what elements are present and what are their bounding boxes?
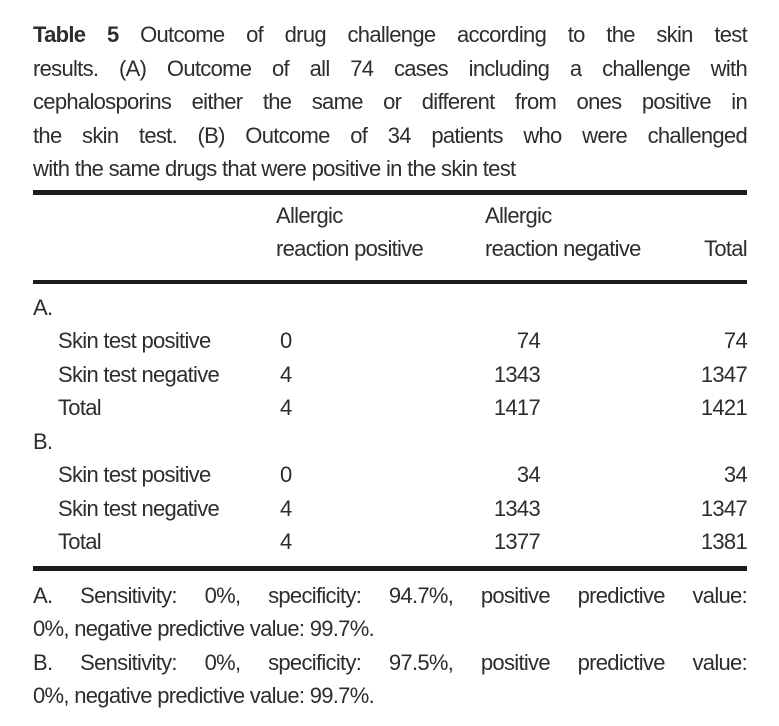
cell-reaction-negative: 1343 xyxy=(493,495,541,521)
table-row: Skin test negative 4 1343 1347 xyxy=(33,492,748,526)
cell-reaction-negative: 1377 xyxy=(493,529,541,554)
cell-total: 1347 xyxy=(700,495,748,521)
header-empty-cell xyxy=(33,199,276,266)
table-row: Total 4 1377 1381 xyxy=(33,525,748,559)
section-b-label: B. xyxy=(33,428,53,454)
table-header-rule xyxy=(33,279,747,284)
table-row: Total 4 1417 1421 xyxy=(33,391,748,425)
caption-line-1-text: Outcome of drug challenge according to t… xyxy=(140,22,748,47)
cell-reaction-negative: 1417 xyxy=(493,395,541,420)
caption-line-1: Table 5 Outcome of drug challenge accord… xyxy=(33,18,748,52)
table-row: Skin test negative 4 1343 1347 xyxy=(33,358,748,392)
section-a-header-row: A. xyxy=(33,291,747,325)
cell-total: 1347 xyxy=(700,361,748,387)
cell-reaction-positive: 4 xyxy=(280,395,292,420)
header-allergic-reaction-positive: Allergic reaction positive xyxy=(276,199,485,266)
row-label: Total xyxy=(58,395,102,420)
row-label: Skin test positive xyxy=(58,462,211,487)
caption-line-3: cephalosporins either the same or differ… xyxy=(33,89,748,114)
header-col2-line1: Allergic xyxy=(276,202,343,228)
row-label: Skin test positive xyxy=(58,328,211,353)
table-top-rule xyxy=(33,189,747,195)
header-col2-line2: reaction positive xyxy=(276,236,424,261)
cell-reaction-negative: 74 xyxy=(516,328,541,353)
caption-line-2: results. (A) Outcome of all 74 cases inc… xyxy=(33,55,748,81)
table-row: Skin test positive 0 34 34 xyxy=(33,458,748,492)
table-body: A. Skin test positive 0 74 74 Skin test … xyxy=(33,284,748,566)
header-total: Total xyxy=(704,236,748,261)
row-label: Total xyxy=(58,529,102,554)
paper-table-figure: Table 5 Outcome of drug challenge accord… xyxy=(33,18,748,713)
footnote-b-line-2: 0%, negative predictive value: 99.7%. xyxy=(33,683,375,708)
header-col3-line2: reaction negative xyxy=(485,236,641,261)
cell-total: 74 xyxy=(723,328,748,353)
cell-total: 1421 xyxy=(700,395,748,420)
table-bottom-rule xyxy=(33,565,747,571)
header-col3-line1: Allergic xyxy=(485,202,552,228)
table-footnotes: A. Sensitivity: 0%, specificity: 94.7%, … xyxy=(33,579,748,713)
cell-reaction-negative: 1343 xyxy=(493,361,541,387)
header-allergic-reaction-negative: Allergic reaction negative xyxy=(485,199,663,266)
footnote-b-line-1: B. Sensitivity: 0%, specificity: 97.5%, … xyxy=(33,649,748,675)
table-number-label: Table 5 xyxy=(33,22,119,47)
cell-reaction-positive: 4 xyxy=(280,529,292,554)
table-row: Skin test positive 0 74 74 xyxy=(33,324,748,358)
row-label: Skin test negative xyxy=(58,361,220,387)
cell-reaction-negative: 34 xyxy=(516,462,541,487)
footnote-a-line-1: A. Sensitivity: 0%, specificity: 94.7%, … xyxy=(33,582,748,608)
cell-total: 1381 xyxy=(700,529,748,554)
table-header-row: Allergic reaction positive Allergic reac… xyxy=(33,195,748,280)
caption-line-4: the skin test. (B) Outcome of 34 patient… xyxy=(33,122,748,148)
row-label: Skin test negative xyxy=(58,495,220,521)
cell-reaction-positive: 0 xyxy=(280,328,292,353)
section-a-label: A. xyxy=(33,294,53,320)
footnote-a-line-2: 0%, negative predictive value: 99.7%. xyxy=(33,616,375,641)
caption-line-5: with the same drugs that were positive i… xyxy=(33,156,516,181)
cell-total: 34 xyxy=(723,462,748,487)
section-b-header-row: B. xyxy=(33,425,747,459)
table-caption: Table 5 Outcome of drug challenge accord… xyxy=(33,18,748,186)
cell-reaction-positive: 0 xyxy=(280,462,292,487)
cell-reaction-positive: 4 xyxy=(280,361,292,387)
cell-reaction-positive: 4 xyxy=(280,495,292,521)
